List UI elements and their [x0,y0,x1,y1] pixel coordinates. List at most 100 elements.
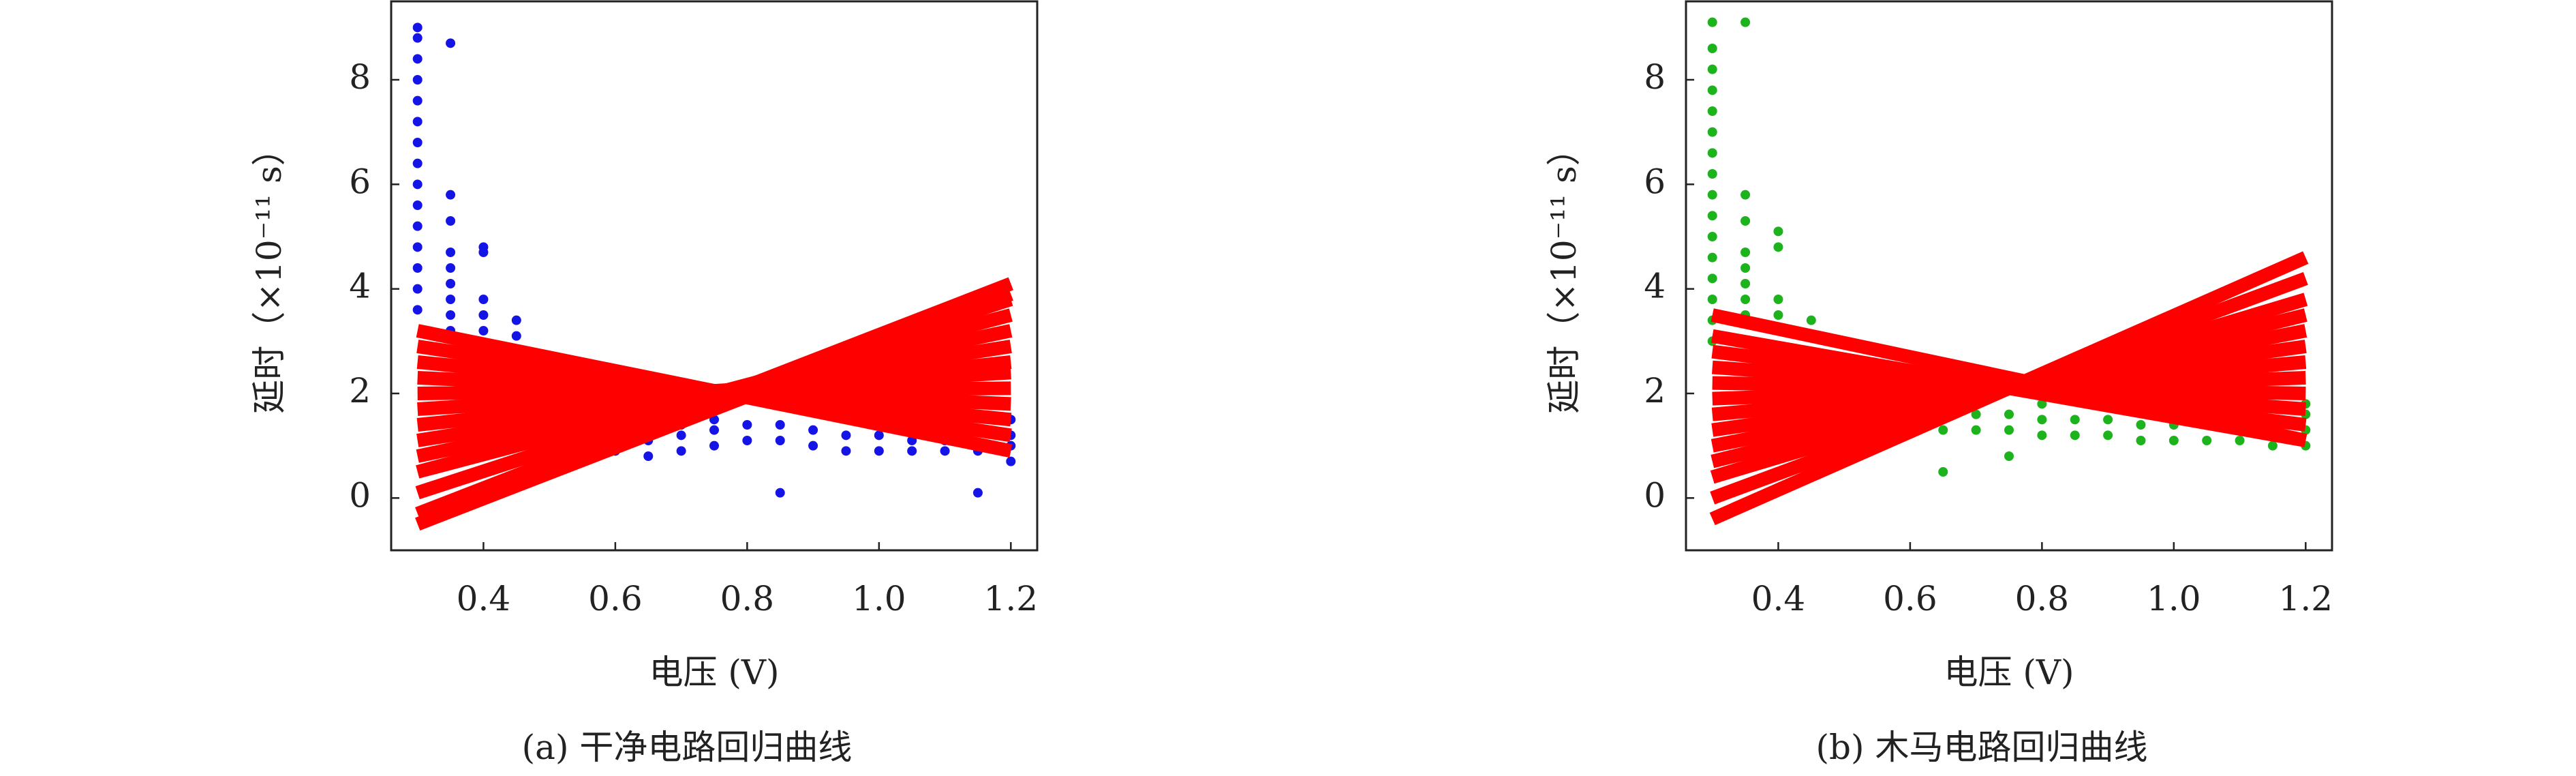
point [446,216,456,226]
plot-area [1707,17,2311,526]
subplot-caption: (a) 干净电路回归曲线 [522,728,853,767]
y-tick-label: 0 [1644,475,1666,515]
x-tick-label: 1.2 [2279,579,2333,618]
subplot: 0 2 4 6 8 0.4 0.6 0.8 1.0 1.2 电压 (V) 延时（×10⁻¹¹ s） (b… [1544,0,2333,767]
point [841,446,851,456]
regression-line [415,277,1013,520]
y-tick-label: 4 [349,267,371,306]
point [511,315,521,325]
x-tick-label: 0.4 [1751,579,1806,618]
point [1707,169,1717,179]
point [1707,85,1717,95]
point [2070,415,2080,425]
point [1773,226,1783,237]
y-axis-label: 延时（×10⁻¹¹ s） [249,132,289,414]
y-tick-label: 8 [1644,57,1666,97]
point [775,488,785,498]
subplot: 0 2 4 6 8 0.4 0.6 0.8 1.0 1.2 电压 (V) 延时（×10⁻¹¹ s） (a… [249,0,1039,767]
point [446,248,456,257]
point [2004,425,2014,435]
point [446,310,456,320]
point [907,446,917,456]
point [2004,409,2014,419]
regression-line [1709,251,2309,526]
point [412,117,423,127]
point [1707,148,1717,158]
point [1741,248,1751,257]
point [1938,425,1948,435]
x-axis-label: 电压 (V) [1944,653,2074,692]
axes-frame [390,0,1039,552]
x-axis-label: 电压 (V) [649,653,779,692]
point [775,436,785,445]
point [1006,456,1016,466]
point [1707,211,1717,221]
point [709,441,719,451]
plot-area [412,23,1016,531]
point [1707,252,1717,263]
point [1741,17,1751,27]
point [2168,436,2179,445]
point [2037,399,2047,409]
point [775,420,785,430]
point [478,326,489,335]
point [2136,436,2146,445]
point [676,430,686,441]
point [874,446,884,456]
point [2235,436,2245,445]
point [412,138,423,147]
y-tick-label: 8 [349,57,371,97]
point [412,221,423,231]
point [446,190,456,200]
point [1707,44,1717,53]
point [412,158,423,168]
y-axis-label: 延时（×10⁻¹¹ s） [1544,132,1584,414]
point [412,263,423,273]
point [1773,242,1783,252]
point [412,23,423,33]
point [643,451,654,461]
regression-line [415,288,1013,531]
y-tick-label: 6 [1644,162,1666,201]
point [2267,441,2278,451]
point [709,425,719,435]
point [1806,315,1816,325]
point [1707,295,1717,304]
point [742,420,752,430]
point [412,200,423,210]
point [446,263,456,273]
point [676,446,686,456]
point [2136,420,2146,430]
point [1971,425,1981,435]
x-tick-label: 0.6 [588,579,643,618]
point [1741,295,1751,304]
axes-frame [1685,0,2333,552]
x-tick-label: 0.4 [457,579,511,618]
point [742,436,752,445]
point [412,284,423,294]
y-tick-label: 4 [1644,267,1666,306]
point [841,430,851,441]
point [2037,430,2047,441]
point [1938,467,1948,477]
point [2037,415,2047,425]
point [808,441,818,451]
point [1707,190,1717,200]
point [1741,263,1751,273]
point [412,305,423,315]
point [1741,279,1751,288]
point [412,75,423,85]
point [972,488,983,498]
point [446,38,456,48]
point [2103,415,2113,425]
point [511,331,521,341]
point [1707,273,1717,284]
subplot-caption: (b) 木马电路回归曲线 [1816,728,2148,767]
point [2202,436,2212,445]
point [1707,127,1717,137]
x-tick-label: 0.6 [1883,579,1937,618]
point [1773,295,1783,304]
y-tick-label: 2 [1644,371,1666,411]
